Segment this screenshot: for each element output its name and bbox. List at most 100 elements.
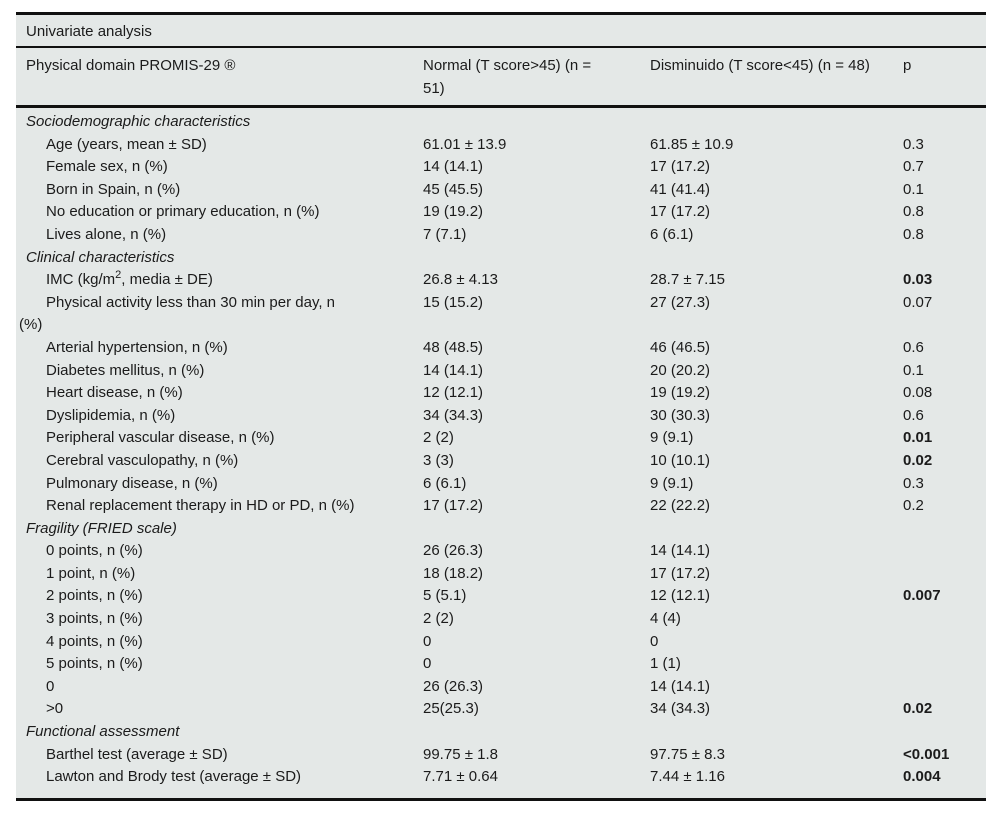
cell-disminuido-value: 17 (17.2) (650, 158, 711, 176)
cell-p-value (903, 608, 986, 631)
cell-p-value: 0.2 (903, 497, 924, 515)
table-row: Peripheral vascular disease, n (%) 2 (2) 9… (16, 427, 986, 450)
table-row: 5 points, n (%) 0 1 (1) (16, 653, 986, 676)
cell-normal-value: 26.8 ± 4.13 (423, 271, 498, 289)
row-label: 2 points, n (%) (46, 587, 143, 605)
row-label: 1 point, n (%) (46, 564, 136, 582)
row-label: Arterial hypertension, n (%) (46, 338, 228, 356)
row-label: Renal replacement therapy in HD or PD, n… (46, 497, 355, 515)
row-label: Pulmonary disease, n (%) (46, 474, 218, 492)
column-header-normal: Normal (T score>45) (n = 51) (423, 57, 592, 97)
cell-disminuido-value: 9 (9.1) (650, 429, 694, 447)
table-header-row: Physical domain PROMIS-29 ® Normal (T sco… (16, 48, 986, 108)
table-row: Renal replacement therapy in HD or PD, n… (16, 495, 986, 518)
cell-p-value (903, 653, 986, 676)
cell-disminuido-value: 46 (46.5) (650, 338, 711, 356)
cell-p-value: 0.07 (903, 293, 933, 311)
row-label: Lives alone, n (%) (46, 225, 167, 243)
row-label: 4 points, n (%) (46, 632, 143, 650)
cell-p-value (903, 676, 986, 699)
cell-normal-value: 45 (45.5) (423, 180, 484, 198)
cell-p-value: 0.8 (903, 225, 924, 243)
cell-normal-value: 7.71 ± 0.64 (423, 768, 498, 786)
section-header-row: Functional assessment (16, 721, 986, 744)
table-row: 4 points, n (%) 0 0 (16, 631, 986, 654)
cell-normal-value: 15 (15.2) (423, 293, 484, 311)
table-row: No education or primary education, n (%)… (16, 201, 986, 224)
cell-p-value: 0.3 (903, 474, 924, 492)
cell-disminuido-value: 20 (20.2) (650, 361, 711, 379)
cell-disminuido-value: 6 (6.1) (650, 225, 694, 243)
cell-p-value (903, 563, 986, 586)
row-label: >0 (46, 700, 64, 718)
cell-disminuido-value: 14 (14.1) (650, 677, 711, 695)
cell-normal-value: 7 (7.1) (423, 225, 467, 243)
table-row: 0 points, n (%) 26 (26.3) 14 (14.1) (16, 540, 986, 563)
table-row: Lawton and Brody test (average ± SD) 7.71… (16, 766, 986, 789)
cell-normal-value: 61.01 ± 13.9 (423, 135, 507, 153)
cell-p-value: 0.007 (903, 587, 941, 605)
row-label: Fragility (FRIED scale) (26, 519, 177, 537)
cell-disminuido-value: 7.44 ± 1.16 (650, 768, 725, 786)
table-row: Age (years, mean ± SD) 61.01 ± 13.9 61.85 … (16, 134, 986, 157)
cell-normal-value: 2 (2) (423, 610, 454, 628)
cell-normal-value: 14 (14.1) (423, 158, 484, 176)
section-header-row: Clinical characteristics (16, 247, 986, 270)
cell-normal-value: 6 (6.1) (423, 474, 467, 492)
table-body: Sociodemographic characteristics Age (yea… (16, 108, 986, 798)
row-label: 3 points, n (%) (46, 610, 143, 628)
table-title: Univariate analysis (16, 15, 986, 48)
cell-p-value: 0.7 (903, 158, 924, 176)
cell-disminuido-value: 17 (17.2) (650, 203, 711, 221)
cell-normal-value: 3 (3) (423, 451, 454, 469)
row-label: Barthel test (average ± SD) (46, 745, 228, 763)
cell-p-value (903, 540, 986, 563)
cell-normal-value: 34 (34.3) (423, 406, 484, 424)
cell-normal-value: 0 (423, 632, 432, 650)
cell-disminuido-value: 9 (9.1) (650, 474, 694, 492)
row-label: Functional assessment (26, 723, 180, 741)
cell-normal-value: 25(25.3) (423, 700, 479, 718)
superscript: 2 (115, 269, 122, 282)
table-row: 2 points, n (%) 5 (5.1) 12 (12.1) 0.007 (16, 585, 986, 608)
cell-disminuido-value: 14 (14.1) (650, 542, 711, 560)
table-row: Heart disease, n (%) 12 (12.1) 19 (19.2) 0.… (16, 382, 986, 405)
cell-p-value: 0.1 (903, 180, 924, 198)
column-header-variable: Physical domain PROMIS-29 ® (26, 57, 236, 74)
cell-p-value: 0.004 (903, 768, 941, 786)
cell-normal-value: 48 (48.5) (423, 338, 484, 356)
cell-disminuido-value: 4 (4) (650, 610, 681, 628)
table-row: 3 points, n (%) 2 (2) 4 (4) (16, 608, 986, 631)
row-label: Cerebral vasculopathy, n (%) (46, 451, 239, 469)
row-label: Clinical characteristics (26, 248, 175, 266)
cell-p-value: 0.1 (903, 361, 924, 379)
row-label: 5 points, n (%) (46, 655, 143, 673)
row-label: Born in Spain, n (%) (46, 180, 181, 198)
table-row: Pulmonary disease, n (%) 6 (6.1) 9 (9.1) 0.… (16, 473, 986, 496)
cell-disminuido-value: 41 (41.4) (650, 180, 711, 198)
row-label: Peripheral vascular disease, n (%) (46, 429, 275, 447)
table-row: Cerebral vasculopathy, n (%) 3 (3) 10 (10.… (16, 450, 986, 473)
cell-disminuido-value: 10 (10.1) (650, 451, 711, 469)
row-label: 0 (46, 677, 55, 695)
cell-disminuido-value: 27 (27.3) (650, 293, 711, 311)
section-header-row: Fragility (FRIED scale) (16, 518, 986, 541)
cell-disminuido-value: 34 (34.3) (650, 700, 711, 718)
table-row: 0 26 (26.3) 14 (14.1) (16, 676, 986, 699)
cell-normal-value: 17 (17.2) (423, 497, 484, 515)
row-label: Lawton and Brody test (average ± SD) (46, 768, 302, 786)
row-label: Dyslipidemia, n (%) (46, 406, 176, 424)
row-label: Diabetes mellitus, n (%) (46, 361, 205, 379)
table-row: Barthel test (average ± SD) 99.75 ± 1.8 97… (16, 744, 986, 767)
cell-disminuido-value: 19 (19.2) (650, 384, 711, 402)
cell-normal-value: 18 (18.2) (423, 564, 484, 582)
row-label: Physical activity less than 30 min per d… (19, 293, 336, 334)
cell-p-value: 0.3 (903, 135, 924, 153)
cell-disminuido-value: 1 (1) (650, 655, 681, 673)
cell-normal-value: 99.75 ± 1.8 (423, 745, 498, 763)
cell-disminuido-value: 28.7 ± 7.15 (650, 271, 725, 289)
table-row: Arterial hypertension, n (%) 48 (48.5) 46 … (16, 337, 986, 360)
row-label: 0 points, n (%) (46, 542, 143, 560)
row-label: No education or primary education, n (%) (46, 203, 320, 221)
